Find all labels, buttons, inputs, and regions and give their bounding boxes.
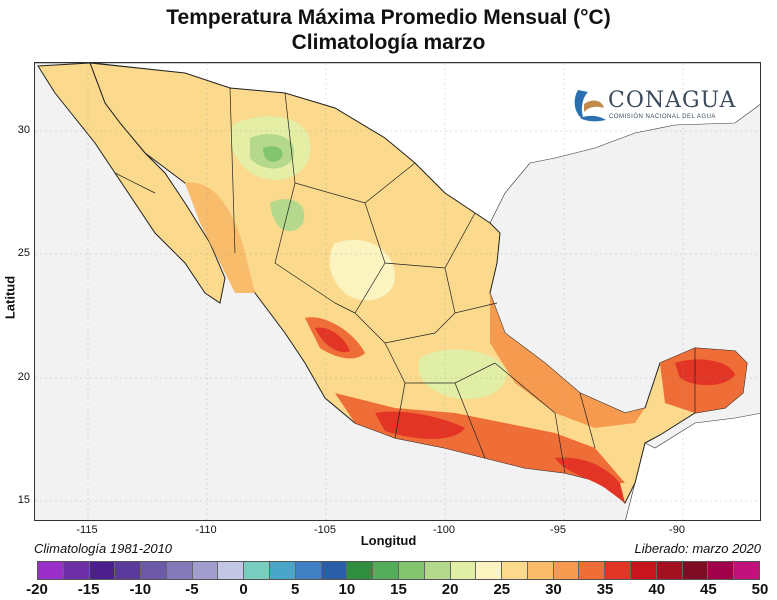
color-scale-swatch (579, 562, 606, 579)
color-scale-swatch (682, 562, 709, 579)
color-scale-swatch (141, 562, 167, 579)
color-scale-tick: 50 (751, 581, 769, 598)
y-tick-20: 20 (17, 371, 30, 383)
zone-yucatan-core (675, 359, 735, 386)
color-scale-tick: 0 (239, 581, 248, 598)
color-scale-swatch (708, 562, 735, 579)
color-scale-swatch (192, 562, 219, 579)
color-scale-swatch (424, 562, 451, 579)
color-scale-tick: 15 (390, 581, 407, 598)
color-scale-tick: 20 (441, 581, 459, 598)
central-america-land (625, 413, 760, 520)
color-scale-swatch (244, 562, 271, 579)
zone-chiapas-hot (555, 457, 625, 503)
color-scale-tick: -10 (129, 581, 152, 598)
logo-name: CONAGUA (608, 88, 737, 113)
x-tick-95: -95 (550, 524, 566, 536)
color-scale-swatch (734, 562, 759, 579)
color-scale-swatch (63, 562, 90, 579)
color-scale-tick: 10 (338, 581, 356, 598)
color-scale-swatch (398, 562, 425, 579)
color-scale-swatch (553, 562, 580, 579)
zone-mexico-valley (418, 349, 507, 399)
climatology-period-note: Climatología 1981-2010 (34, 541, 173, 556)
zone-gulf-warm (490, 293, 645, 428)
color-scale-tick: 25 (493, 581, 511, 598)
color-scale-swatch (527, 562, 554, 579)
color-scale-swatch (373, 562, 399, 579)
color-scale-swatch (347, 562, 374, 579)
x-tick-90: -90 (669, 524, 685, 536)
color-scale-swatch (89, 562, 116, 579)
temperature-map (34, 62, 761, 521)
y-tick-15: 15 (17, 494, 30, 506)
color-scale-tick: -5 (185, 581, 199, 598)
color-scale-tick: 30 (545, 581, 562, 598)
x-tick-115: -115 (76, 524, 98, 536)
map-title: Temperatura Máxima Promedio Mensual (°C) (166, 6, 611, 29)
color-scale-swatch (656, 562, 683, 579)
x-tick-110: -110 (195, 524, 217, 536)
zone-central-plateau (329, 239, 395, 301)
color-scale-tick: 40 (648, 581, 666, 598)
color-scale-swatch (502, 562, 528, 579)
map-subtitle: Climatología marzo (291, 31, 486, 54)
color-scale-swatch (270, 562, 296, 579)
color-scale-tick: 45 (700, 581, 717, 598)
zone-pacific-coast-hot-2 (315, 327, 350, 353)
color-scale-tick: 35 (596, 581, 614, 598)
color-scale-swatch (321, 562, 348, 579)
color-scale-tick: -15 (77, 581, 100, 598)
release-date-note: Liberado: marzo 2020 (634, 541, 761, 556)
color-scale-swatch (476, 562, 503, 579)
conagua-logo-icon (574, 90, 606, 122)
x-tick-100: -100 (432, 524, 456, 536)
color-scale-bar (37, 561, 760, 580)
x-axis-label: Longitud (360, 533, 417, 548)
baja-california-land (37, 63, 226, 304)
color-scale-swatch (295, 562, 322, 579)
color-scale-swatch (115, 562, 142, 579)
color-scale-swatch (450, 562, 477, 579)
zone-coastal-north (185, 182, 255, 293)
y-axis-label-wrap: Latitud (0, 250, 20, 350)
color-scale-swatch (630, 562, 657, 579)
color-scale-tick: -20 (26, 581, 48, 598)
state-borders (114, 87, 696, 474)
logo-tagline: COMISIÓN NACIONAL DEL AGUA (609, 114, 716, 120)
color-scale-swatch (166, 562, 193, 579)
color-scale-swatch (605, 562, 631, 579)
color-scale-swatch (218, 562, 245, 579)
x-tick-105: -105 (313, 524, 337, 536)
map-canvas (35, 63, 760, 520)
y-tick-30: 30 (17, 124, 30, 136)
map-grid (35, 63, 760, 520)
color-scale-tick: 5 (291, 581, 300, 598)
color-scale-swatch (38, 562, 64, 579)
y-axis-label: Latitud (2, 275, 18, 320)
zone-cool-core-2 (263, 146, 283, 162)
zone-guerrero-hot (375, 411, 465, 439)
y-tick-25: 25 (17, 247, 30, 259)
